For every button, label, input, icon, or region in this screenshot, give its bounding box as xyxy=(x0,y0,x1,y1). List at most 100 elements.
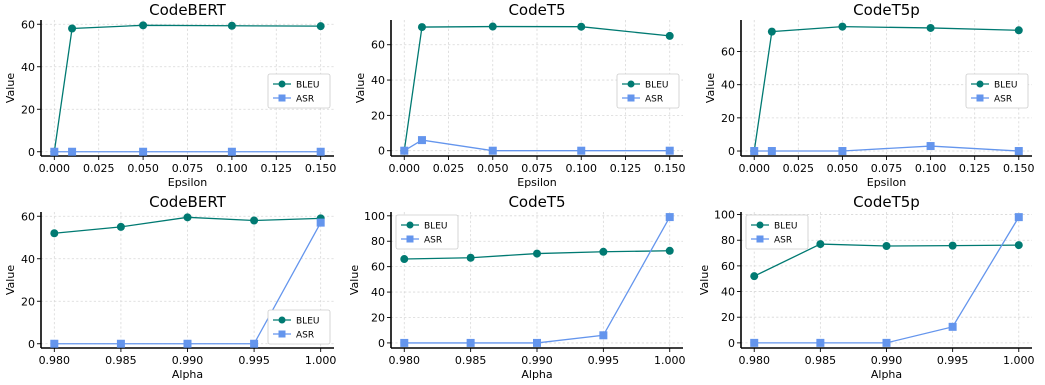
x-tick-label: 0.125 xyxy=(610,162,642,175)
chart-panel-2: 0.000 0.025 0.050 0.075 0.100 0.125 0.150 0 20 40… xyxy=(354,1,685,189)
data-point-bleu xyxy=(577,22,586,31)
x-tick-label: 0.075 xyxy=(172,162,204,175)
data-point-bleu xyxy=(816,240,825,249)
data-point-bleu xyxy=(68,24,77,33)
x-tick-label: 0.985 xyxy=(105,354,137,367)
x-tick-label: 0.995 xyxy=(937,354,969,367)
x-axis-label: Epsilon xyxy=(517,176,557,189)
x-tick-label: 0.125 xyxy=(959,162,991,175)
x-tick-label: 0.100 xyxy=(216,162,248,175)
data-point-bleu xyxy=(250,216,259,225)
x-tick-label: 1.000 xyxy=(1003,354,1035,367)
data-point-asr xyxy=(50,339,59,348)
x-axis-label: Alpha xyxy=(871,368,902,381)
chart-title: CodeT5p xyxy=(853,1,920,19)
y-tick-label: 60 xyxy=(371,261,385,274)
data-point-bleu xyxy=(50,229,59,238)
data-point-asr xyxy=(750,147,759,156)
legend-label: ASR xyxy=(994,95,1012,105)
data-point-asr xyxy=(139,147,148,156)
data-point-asr xyxy=(400,338,409,347)
y-tick-label: 0 xyxy=(28,146,35,159)
chart-title: CodeBERT xyxy=(149,193,227,211)
legend-marker xyxy=(406,235,414,243)
y-tick-label: 20 xyxy=(371,311,385,324)
data-point-bleu xyxy=(533,249,541,258)
legend-marker xyxy=(756,221,764,229)
legend: BLEU ASR xyxy=(745,214,809,250)
data-point-asr xyxy=(816,338,825,347)
y-tick-label: 20 xyxy=(721,112,735,125)
legend-marker xyxy=(976,80,984,88)
data-point-bleu xyxy=(599,247,608,256)
x-tick-label: 0.995 xyxy=(588,354,620,367)
y-tick-label: 40 xyxy=(371,74,385,87)
data-point-bleu xyxy=(1014,241,1023,250)
y-tick-label: 20 xyxy=(21,295,35,308)
legend-marker xyxy=(976,94,984,102)
x-axis-label: Epsilon xyxy=(168,176,208,189)
y-tick-label: 100 xyxy=(714,209,735,222)
legend-label: ASR xyxy=(645,95,663,105)
y-tick-label: 20 xyxy=(21,103,35,116)
legend-marker xyxy=(278,316,286,324)
x-tick-label: 0.990 xyxy=(871,354,903,367)
x-tick-label: 0.980 xyxy=(389,354,421,367)
x-tick-label: 0.150 xyxy=(654,162,686,175)
x-tick-label: 0.990 xyxy=(521,354,553,367)
data-point-asr xyxy=(750,338,759,347)
data-point-bleu xyxy=(750,272,759,281)
series-line-asr xyxy=(754,145,1019,152)
data-point-asr xyxy=(316,147,325,156)
y-tick-label: 0 xyxy=(728,337,735,350)
data-point-bleu xyxy=(948,241,957,250)
x-tick-label: 0.100 xyxy=(565,162,597,175)
data-point-asr xyxy=(50,147,59,156)
x-tick-label: 0.075 xyxy=(871,162,903,175)
data-point-asr xyxy=(1014,147,1023,156)
data-point-bleu xyxy=(926,23,935,32)
x-tick-label: 0.150 xyxy=(1003,162,1035,175)
y-axis-label: Value xyxy=(354,73,367,103)
data-point-asr xyxy=(116,339,125,348)
data-point-bleu xyxy=(183,213,192,222)
x-tick-label: 0.000 xyxy=(738,162,770,175)
legend-marker xyxy=(278,80,286,88)
y-tick-label: 20 xyxy=(721,311,735,324)
x-tick-label: 0.025 xyxy=(433,162,465,175)
x-axis-label: Alpha xyxy=(521,368,552,381)
data-point-asr xyxy=(948,322,957,331)
data-point-asr xyxy=(68,147,77,156)
x-tick-label: 0.150 xyxy=(305,162,337,175)
y-tick-label: 100 xyxy=(364,210,385,223)
y-tick-label: 40 xyxy=(371,286,385,299)
y-tick-label: 0 xyxy=(378,145,385,158)
legend-label: BLEU xyxy=(296,317,319,327)
legend-label: BLEU xyxy=(774,222,797,232)
legend: BLEU ASR xyxy=(267,73,331,109)
data-point-bleu xyxy=(767,27,776,36)
data-point-asr xyxy=(577,146,586,155)
data-point-bleu xyxy=(488,22,497,31)
x-tick-label: 0.985 xyxy=(455,354,487,367)
x-tick-label: 0.050 xyxy=(127,162,159,175)
x-tick-label: 0.985 xyxy=(805,354,837,367)
data-point-bleu xyxy=(665,31,674,40)
legend-label: BLEU xyxy=(296,81,319,91)
y-tick-label: 80 xyxy=(371,235,385,248)
data-point-asr xyxy=(665,146,674,155)
data-point-asr xyxy=(183,339,192,348)
legend: BLEU ASR xyxy=(267,309,331,345)
legend-marker xyxy=(756,235,764,243)
data-point-asr xyxy=(665,213,674,222)
data-point-asr xyxy=(767,147,776,156)
x-tick-label: 0.025 xyxy=(83,162,115,175)
data-point-asr xyxy=(838,147,847,156)
x-tick-label: 0.050 xyxy=(477,162,509,175)
legend-label: ASR xyxy=(774,236,792,246)
data-point-bleu xyxy=(665,246,674,255)
y-axis-label: Value xyxy=(348,265,361,295)
chart-title: CodeT5 xyxy=(508,1,565,19)
y-axis-label: Value xyxy=(4,265,17,295)
